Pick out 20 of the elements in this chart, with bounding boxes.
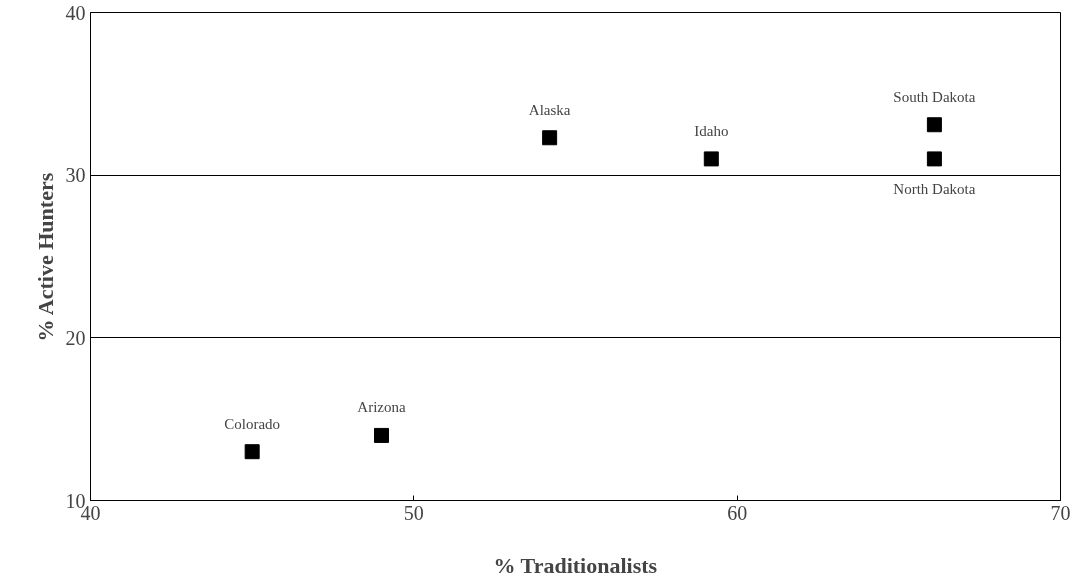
annotation: Arizona — [357, 399, 406, 416]
x-tick-label: 70 — [1050, 501, 1071, 524]
point — [542, 130, 558, 146]
y-tick-label: 30 — [65, 164, 86, 187]
annotation: Colorado — [224, 415, 281, 432]
x-tick-label: 50 — [403, 501, 424, 524]
annotation: Alaska — [528, 101, 571, 118]
x-axis-title: % Traditionalists — [493, 552, 658, 578]
annotation: Idaho — [694, 122, 729, 139]
point — [926, 117, 942, 133]
annotation: South Dakota — [893, 88, 976, 105]
annotation: North Dakota — [893, 180, 976, 197]
point — [244, 444, 260, 460]
point — [926, 151, 942, 167]
point — [703, 151, 719, 167]
x-tick-label: 60 — [727, 501, 748, 524]
y-axis-title: % Active Hunters — [32, 172, 58, 342]
y-tick-label: 20 — [65, 326, 86, 349]
y-tick-label: 40 — [65, 1, 86, 24]
point — [374, 427, 389, 443]
